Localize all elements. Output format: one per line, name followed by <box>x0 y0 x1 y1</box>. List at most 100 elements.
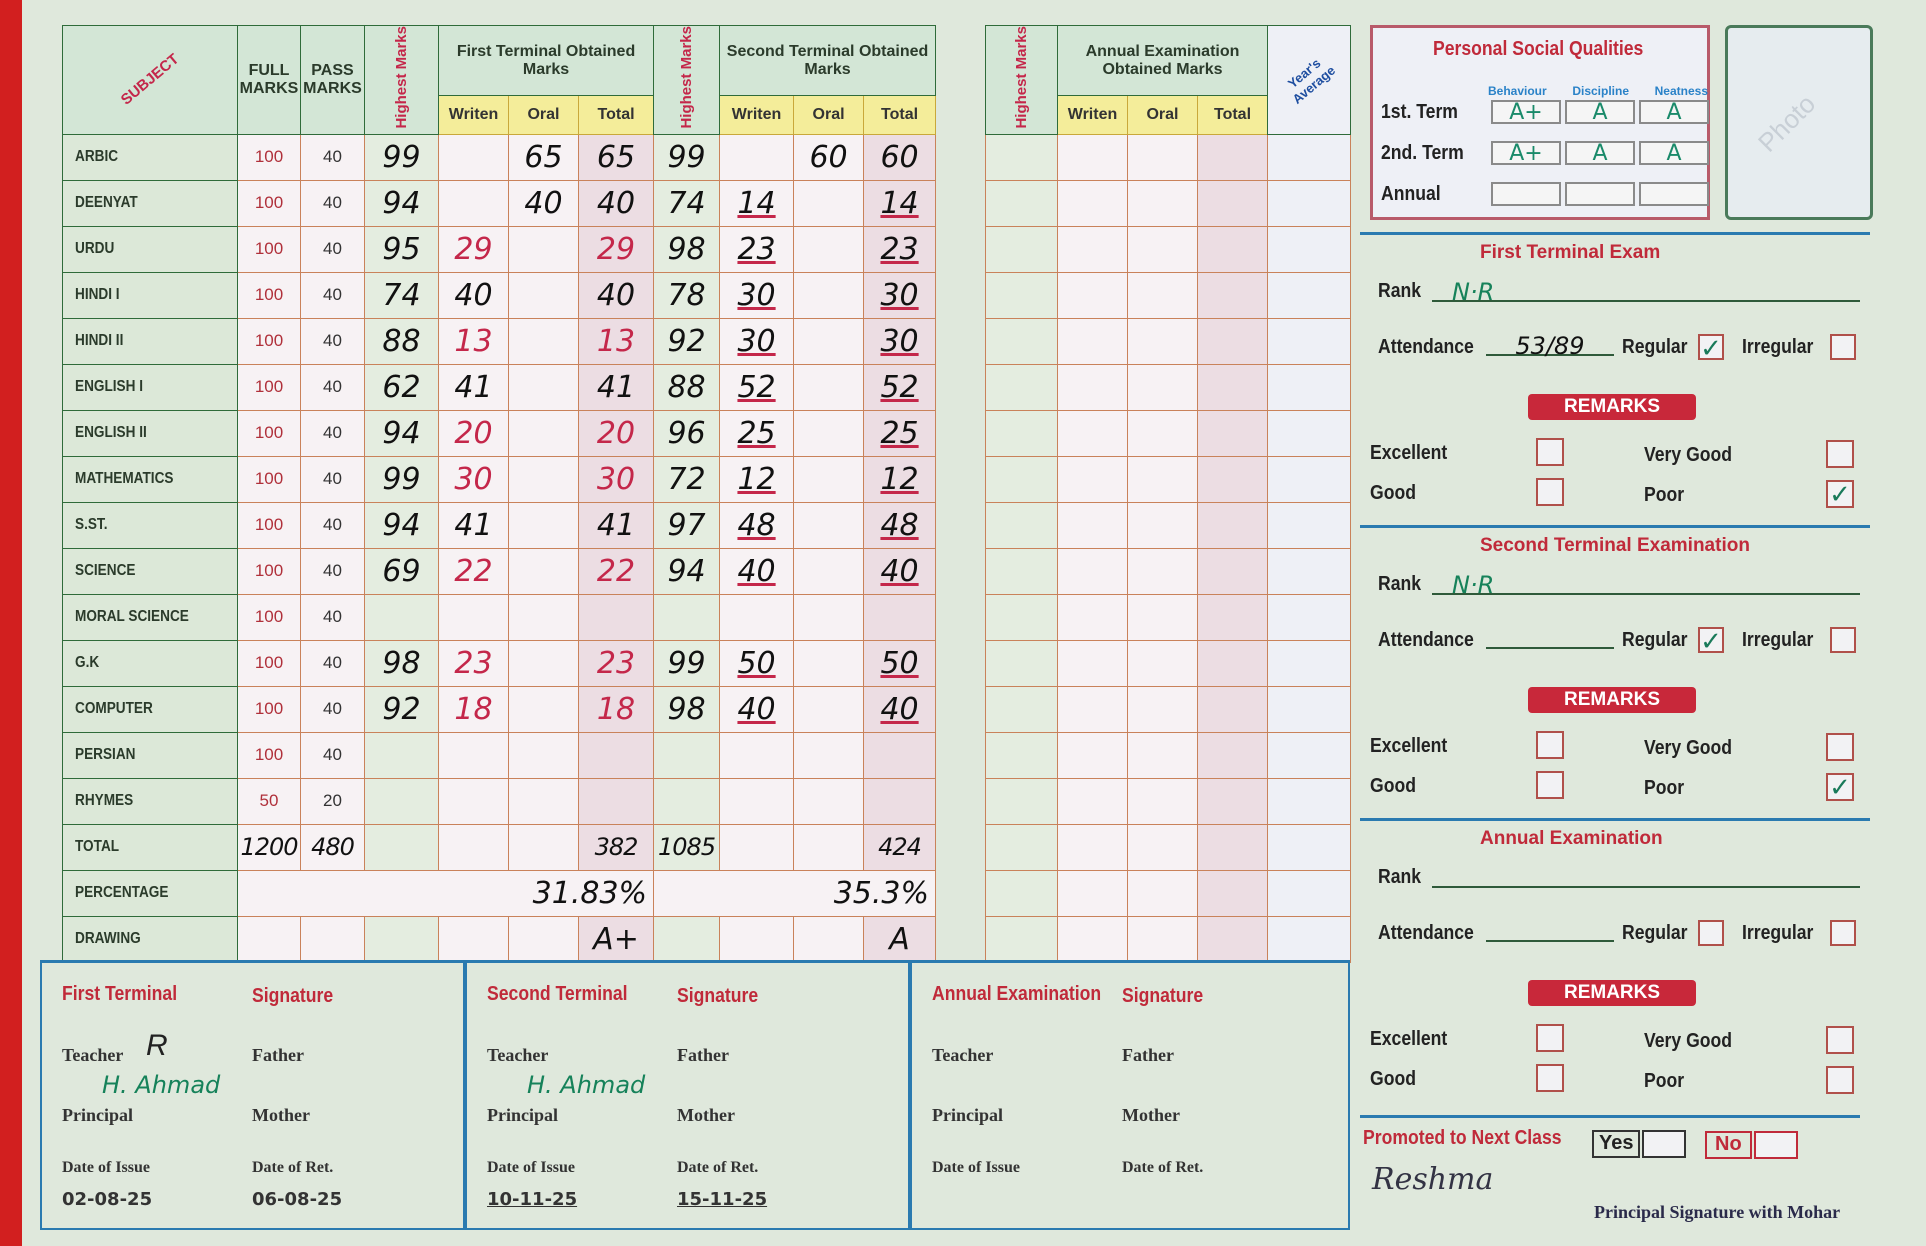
annual-cell <box>1197 225 1268 273</box>
subject-row: S.ST. 100 40 94 41 41 97 48 48 <box>62 501 937 549</box>
pass-cell: 40 <box>300 271 365 319</box>
st-writen-cell: 14 <box>719 179 795 227</box>
annual-cell <box>1197 179 1268 227</box>
subject-name: ARBIC <box>62 133 238 181</box>
no-checkbox[interactable] <box>1753 1131 1798 1159</box>
subject-name: SCIENCE <box>62 547 238 595</box>
subject-row: ENGLISH II 100 40 94 20 20 96 25 25 <box>62 409 937 457</box>
remark-checkbox-good[interactable] <box>1536 478 1564 506</box>
st-writen-cell: 40 <box>719 685 795 733</box>
psq-grade-box[interactable] <box>1491 182 1561 206</box>
annual-row <box>985 823 1351 871</box>
yes-label: Yes <box>1592 1130 1641 1158</box>
full-cell: 100 <box>237 547 301 595</box>
annual-cell <box>985 547 1058 595</box>
rank-field[interactable] <box>1432 864 1860 888</box>
st-writen-cell <box>719 731 795 779</box>
annual-cell <box>1197 133 1268 181</box>
regular-checkbox[interactable]: ✓ <box>1698 627 1724 654</box>
psq-grade-box[interactable]: A <box>1639 141 1709 165</box>
psq-grade-box[interactable] <box>1565 182 1635 206</box>
remark-checkbox-very-good[interactable] <box>1826 733 1854 761</box>
panel-title: First Terminal <box>62 983 178 1005</box>
exam-title: First Terminal Exam <box>1480 242 1661 263</box>
annual-cell <box>1197 409 1268 457</box>
subject-name: RHYMES <box>62 777 238 825</box>
ft-oral-cell <box>508 685 579 733</box>
promoted-no[interactable]: No <box>1705 1131 1798 1159</box>
st-writen-cell: 30 <box>719 271 795 319</box>
remark-checkbox-excellent[interactable] <box>1536 1024 1564 1052</box>
ft-writen-cell <box>438 777 509 825</box>
remark-checkbox-good[interactable] <box>1536 1064 1564 1092</box>
yes-checkbox[interactable] <box>1642 1130 1687 1158</box>
st-oral-cell <box>793 271 865 319</box>
ft-oral-cell <box>508 639 579 687</box>
remark-checkbox-very-good[interactable] <box>1826 440 1854 468</box>
psq-grade-box[interactable]: A <box>1639 100 1709 124</box>
behaviour-header: Behaviour <box>1488 84 1547 98</box>
st-writen-cell: 12 <box>719 455 795 503</box>
st-writen-cell: 52 <box>719 363 795 411</box>
annual-cell <box>985 409 1058 457</box>
remark-checkbox-poor[interactable]: ✓ <box>1826 773 1854 801</box>
remark-checkbox-poor[interactable] <box>1826 1066 1854 1094</box>
st-highest-cell: 78 <box>653 271 721 319</box>
psq-grade-box[interactable]: A+ <box>1491 141 1561 165</box>
ft-highest-cell: 98 <box>364 639 439 687</box>
annual-cell <box>1267 777 1351 825</box>
remark-checkbox-good[interactable] <box>1536 771 1564 799</box>
irregular-checkbox[interactable] <box>1830 920 1856 946</box>
ft-highest-cell <box>364 777 439 825</box>
rank-field[interactable]: N·R <box>1432 571 1860 599</box>
card-edge <box>0 0 22 1246</box>
panel-title: Second Terminal <box>487 983 628 1005</box>
subject-name: S.ST. <box>62 501 238 549</box>
ft-writen-cell: 41 <box>438 501 509 549</box>
promoted-yes[interactable]: Yes <box>1592 1130 1687 1158</box>
pass-cell: 40 <box>300 133 365 181</box>
remark-checkbox-excellent[interactable] <box>1536 438 1564 466</box>
psq-grade-box[interactable]: A <box>1565 100 1635 124</box>
annual-cell <box>1057 915 1128 963</box>
date-of-return-label: Date of Ret. <box>677 1159 759 1176</box>
annual-cell <box>1267 133 1351 181</box>
psq-grade-box[interactable] <box>1639 182 1709 206</box>
remark-checkbox-excellent[interactable] <box>1536 731 1564 759</box>
second-terminal-header: Second Terminal Obtained Marks <box>719 24 937 97</box>
remarks-badge: REMARKS <box>1528 980 1696 1006</box>
annual-cell <box>1197 501 1268 549</box>
attendance-field[interactable] <box>1486 625 1614 649</box>
irregular-checkbox[interactable] <box>1830 334 1856 360</box>
principal-signature: Reshma <box>1372 1162 1494 1197</box>
principal-label: Principal <box>487 1105 558 1125</box>
rank-field[interactable]: N·R <box>1432 278 1860 306</box>
annual-highest-header: Highest Marks <box>985 25 1058 135</box>
psq-title: Personal Social Qualities <box>1433 38 1644 60</box>
psq-grade-box[interactable]: A+ <box>1491 100 1561 124</box>
ft-oral-cell <box>508 501 579 549</box>
pass-cell: 40 <box>300 455 365 503</box>
ft-highest-cell <box>364 731 439 779</box>
pass-cell: 40 <box>300 225 365 273</box>
regular-checkbox[interactable] <box>1698 920 1724 946</box>
remark-checkbox-poor[interactable]: ✓ <box>1826 480 1854 508</box>
subject-name: MORAL SCIENCE <box>62 593 238 641</box>
st-highest-cell: 88 <box>653 363 721 411</box>
annual-cell <box>1127 823 1198 871</box>
rank-label: Rank <box>1378 280 1422 302</box>
regular-checkbox[interactable]: ✓ <box>1698 334 1724 361</box>
remark-label: Good <box>1370 482 1416 504</box>
remark-checkbox-very-good[interactable] <box>1826 1026 1854 1054</box>
attendance-field[interactable] <box>1486 918 1614 942</box>
annual-cell <box>1057 501 1128 549</box>
ft-total-cell: 23 <box>577 639 655 687</box>
psq-grade-box[interactable]: A <box>1565 141 1635 165</box>
psq-row: Annual <box>1381 182 1713 206</box>
divider <box>1360 818 1870 821</box>
attendance-field[interactable]: 53/89 <box>1486 332 1614 360</box>
st-total-cell: 40 <box>863 685 937 733</box>
irregular-checkbox[interactable] <box>1830 627 1856 653</box>
ft-oral-cell <box>508 409 579 457</box>
ft-highest-cell <box>364 593 439 641</box>
